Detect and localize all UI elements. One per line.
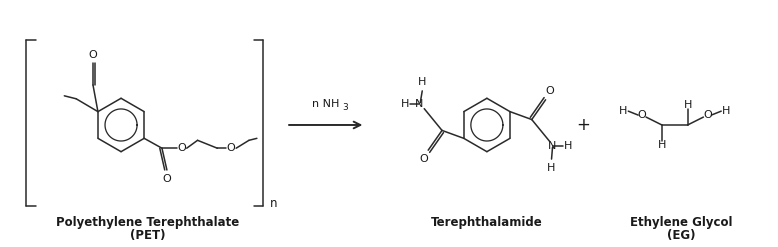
Text: +: + <box>576 116 590 134</box>
Text: H: H <box>418 77 426 87</box>
Text: O: O <box>703 110 712 120</box>
Text: O: O <box>227 143 236 153</box>
Text: O: O <box>545 86 554 96</box>
Text: Ethylene Glycol: Ethylene Glycol <box>630 216 733 229</box>
Text: n NH: n NH <box>312 99 339 109</box>
Text: O: O <box>89 50 97 60</box>
Text: O: O <box>163 174 171 184</box>
Text: O: O <box>638 110 647 120</box>
Text: O: O <box>177 143 186 153</box>
Text: Polyethylene Terephthalate: Polyethylene Terephthalate <box>56 216 240 229</box>
Text: H: H <box>401 99 410 109</box>
Text: 3: 3 <box>342 103 349 112</box>
Text: N: N <box>415 99 423 109</box>
Text: H: H <box>564 141 573 151</box>
Text: H: H <box>683 100 692 110</box>
Text: n: n <box>269 197 277 210</box>
Text: H: H <box>548 163 555 173</box>
Text: H: H <box>657 140 666 150</box>
Text: (PET): (PET) <box>130 229 166 242</box>
Text: (EG): (EG) <box>668 229 696 242</box>
Text: O: O <box>420 154 429 164</box>
Text: H: H <box>722 106 731 116</box>
Text: H: H <box>619 106 628 116</box>
Text: N: N <box>548 141 557 151</box>
Text: Terephthalamide: Terephthalamide <box>431 216 543 229</box>
